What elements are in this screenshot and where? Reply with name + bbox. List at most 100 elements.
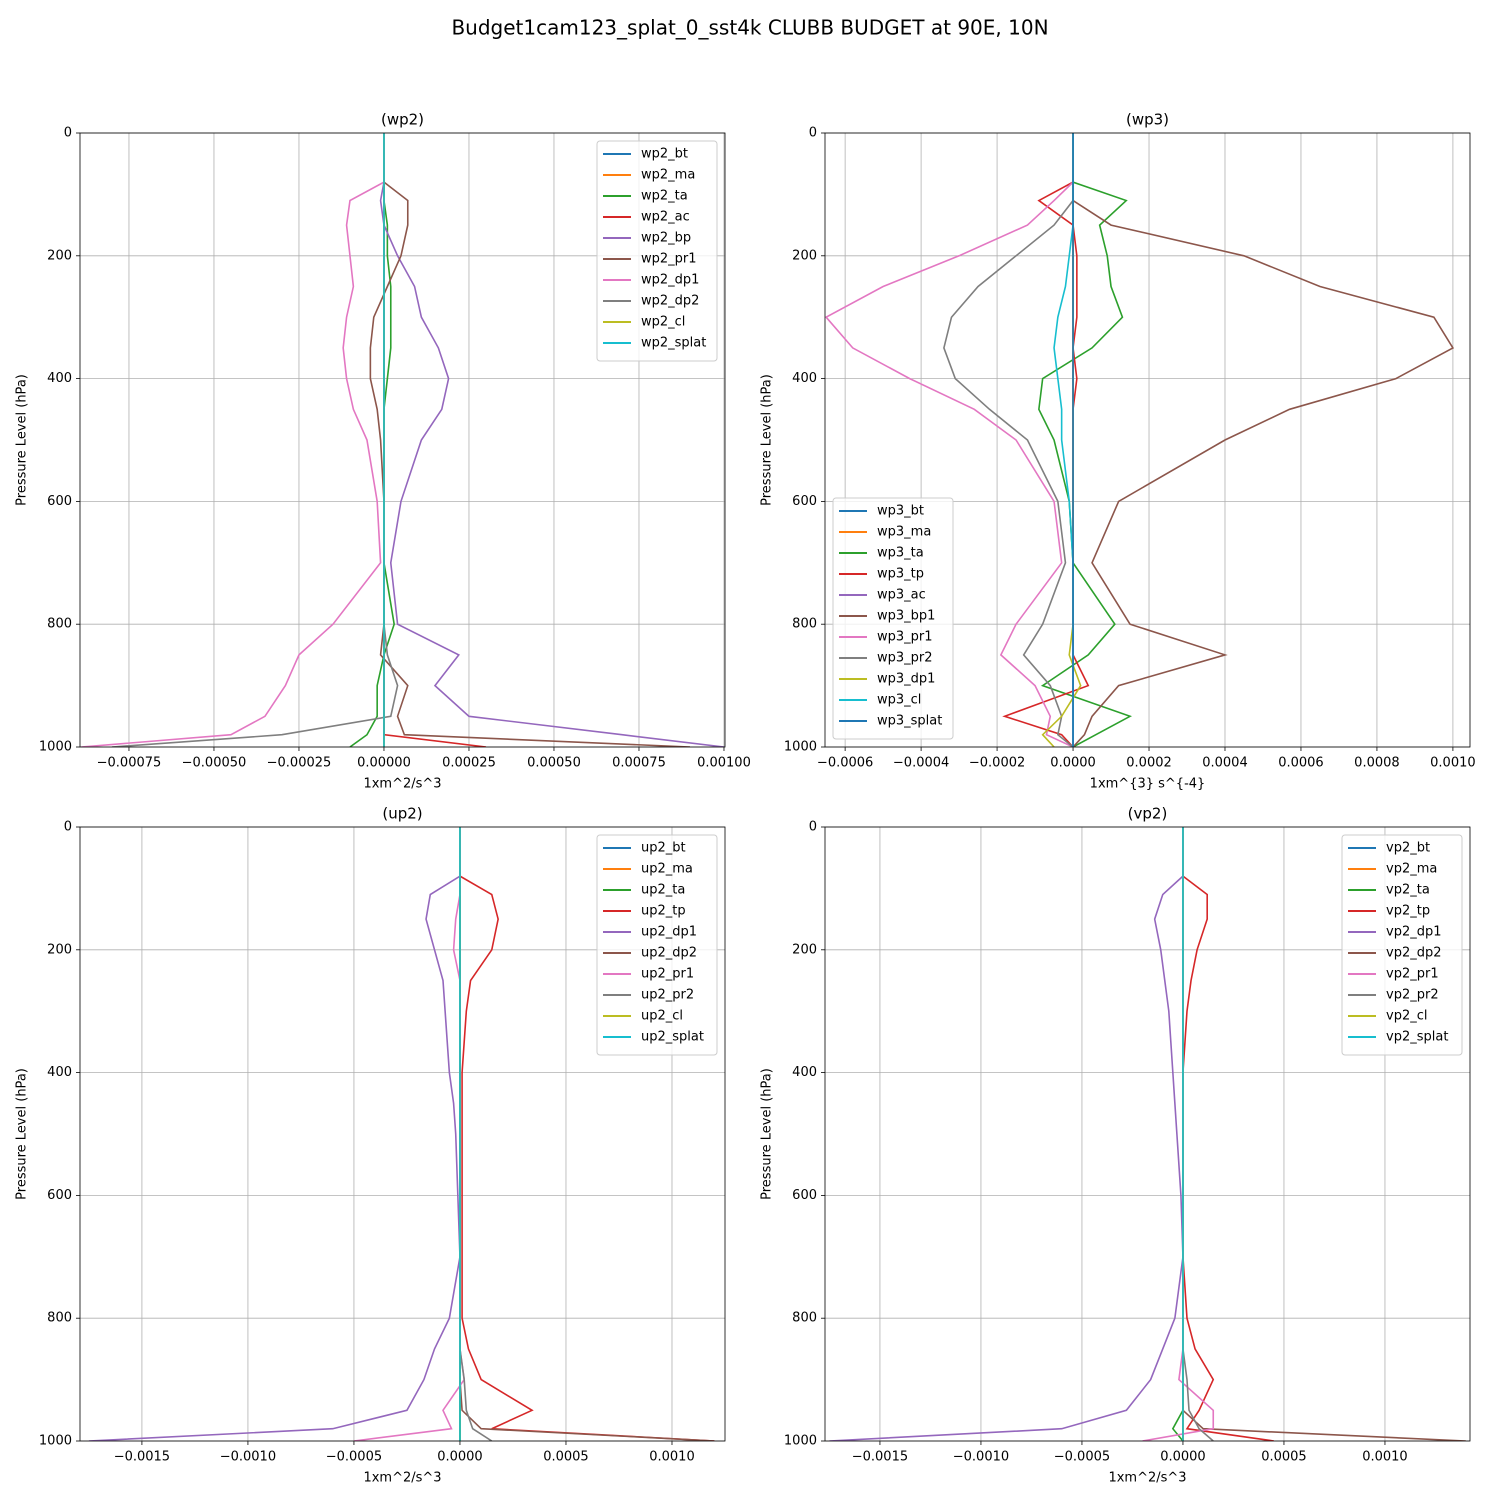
x-tick-label: 0.0000 — [437, 1450, 483, 1465]
plot-frame — [824, 132, 1471, 748]
legend-label: vp2_bt — [1386, 841, 1430, 856]
legend-label: vp2_splat — [1386, 1030, 1448, 1045]
x-tick-label: −0.0005 — [326, 1450, 382, 1465]
x-tick-label: −0.0005 — [1054, 1450, 1110, 1465]
y-tick-label: 600 — [47, 1188, 72, 1203]
legend-label: up2_tp — [641, 904, 686, 919]
y-axis-label: Pressure Level (hPa) — [15, 1068, 30, 1200]
x-tick-label: −0.0010 — [220, 1450, 276, 1465]
subplot-title: (wp2) — [381, 111, 424, 129]
legend-label: wp2_dp2 — [641, 294, 699, 309]
x-axis-label: 1xm^2/s^3 — [1108, 1471, 1186, 1486]
legend: wp2_bt wp2_ma wp2_ta wp2_ac wp2_bp wp2_pr1 wp2… — [596, 140, 718, 362]
legend-label: vp2_pr2 — [1386, 988, 1439, 1003]
series-line — [829, 827, 1184, 1441]
y-tick-label: 1000 — [39, 740, 72, 755]
x-tick-label: 0.0006 — [1278, 756, 1324, 771]
legend: wp3_bt wp3_ma wp3_ta wp3_tp wp3_ac wp3_bp1 wp3… — [832, 497, 954, 740]
subplot-title: (vp2) — [1128, 805, 1168, 823]
y-tick-label: 400 — [792, 1065, 817, 1080]
legend-label: up2_dp1 — [641, 925, 697, 940]
y-tick-label: 1000 — [784, 1434, 817, 1449]
legend-label: wp3_ta — [877, 546, 924, 561]
legend-label: wp2_ac — [641, 210, 690, 225]
legend-label: wp3_ma — [877, 525, 931, 540]
legend-label: wp3_ac — [877, 588, 926, 603]
legend-label: wp3_cl — [877, 693, 921, 708]
legend-label: up2_bt — [641, 841, 686, 856]
y-tick-label: 800 — [47, 1311, 72, 1326]
x-tick-label: 0.00075 — [612, 756, 666, 771]
series-line — [1182, 827, 1274, 1441]
series-line — [1171, 827, 1184, 1441]
x-axis-label: 1xm^{3} s^{-4} — [1090, 777, 1206, 792]
legend-label: up2_dp2 — [641, 946, 697, 961]
series-line — [1182, 827, 1214, 1441]
x-tick-label: −0.0004 — [893, 756, 949, 771]
y-axis-label: Pressure Level (hPa) — [760, 374, 775, 506]
legend-label: wp2_cl — [641, 315, 685, 330]
x-tick-label: −0.0015 — [114, 1450, 170, 1465]
legend-label: wp3_splat — [877, 714, 942, 729]
legend-label: up2_cl — [641, 1009, 683, 1024]
x-tick-label: 0.00100 — [697, 756, 751, 771]
subplot: (vp2) 1xm^2/s^3 Pressure Level (hPa) −0.001… — [760, 805, 1471, 1486]
subplot: (wp3) 1xm^{3} s^{-4} Pressure Level (hPa) −… — [760, 111, 1476, 792]
y-tick-label: 1000 — [39, 1434, 72, 1449]
legend-label: wp2_ma — [641, 168, 695, 183]
figure-title: Budget1cam123_splat_0_sst4k CLUBB BUDGET… — [451, 16, 1048, 40]
x-tick-label: 0.0010 — [1430, 756, 1476, 771]
y-tick-label: 0 — [64, 126, 72, 141]
legend-label: wp3_bt — [877, 504, 924, 519]
y-tick-label: 400 — [47, 371, 72, 386]
series-line — [88, 827, 461, 1441]
y-tick-label: 400 — [792, 371, 817, 386]
legend-label: wp3_dp1 — [877, 672, 935, 687]
plot-frame — [824, 826, 1471, 1442]
x-tick-label: 0.0005 — [1261, 1450, 1307, 1465]
y-tick-label: 800 — [47, 617, 72, 632]
y-tick-label: 0 — [64, 820, 72, 835]
legend-label: wp3_pr2 — [877, 651, 933, 666]
x-tick-label: 0.00000 — [357, 756, 411, 771]
legend-label: wp2_dp1 — [641, 273, 699, 288]
subplot-title: (wp3) — [1126, 111, 1169, 129]
x-tick-label: −0.0010 — [953, 1450, 1009, 1465]
legend-label: wp3_tp — [877, 567, 924, 582]
legend-label: up2_ta — [641, 883, 685, 898]
series-line — [459, 827, 493, 1441]
x-tick-label: 0.0010 — [649, 1450, 695, 1465]
legend-label: wp3_pr1 — [877, 630, 933, 645]
x-tick-label: 0.0008 — [1354, 756, 1400, 771]
y-tick-label: 600 — [792, 494, 817, 509]
x-tick-label: 0.0010 — [1362, 1450, 1408, 1465]
x-axis-label: 1xm^2/s^3 — [363, 777, 441, 792]
x-tick-label: −0.0006 — [817, 756, 873, 771]
x-axis-label: 1xm^2/s^3 — [363, 1471, 441, 1486]
y-tick-label: 1000 — [784, 740, 817, 755]
series-line — [1002, 133, 1090, 747]
legend-label: wp2_ta — [641, 189, 688, 204]
y-tick-label: 0 — [809, 126, 817, 141]
series-line — [111, 133, 399, 747]
x-tick-label: −0.0002 — [969, 756, 1025, 771]
y-tick-label: 400 — [47, 1065, 72, 1080]
plot-frame — [79, 826, 726, 1442]
x-tick-label: 0.00050 — [527, 756, 581, 771]
legend-label: vp2_ta — [1386, 883, 1430, 898]
legend-label: vp2_dp2 — [1386, 946, 1442, 961]
legend-label: wp2_bp — [641, 231, 691, 246]
y-tick-label: 200 — [792, 248, 817, 263]
y-axis-label: Pressure Level (hPa) — [760, 1068, 775, 1200]
series-line — [1038, 133, 1133, 747]
series-line — [1072, 133, 1455, 747]
x-tick-label: −0.00025 — [267, 756, 332, 771]
legend-label: wp2_splat — [641, 336, 706, 351]
series-line — [81, 133, 385, 747]
x-tick-label: −0.00075 — [97, 756, 162, 771]
legend-label: up2_pr2 — [641, 988, 694, 1003]
x-tick-label: 0.0004 — [1202, 756, 1248, 771]
y-tick-label: 200 — [47, 248, 72, 263]
legend-label: up2_pr1 — [641, 967, 694, 982]
